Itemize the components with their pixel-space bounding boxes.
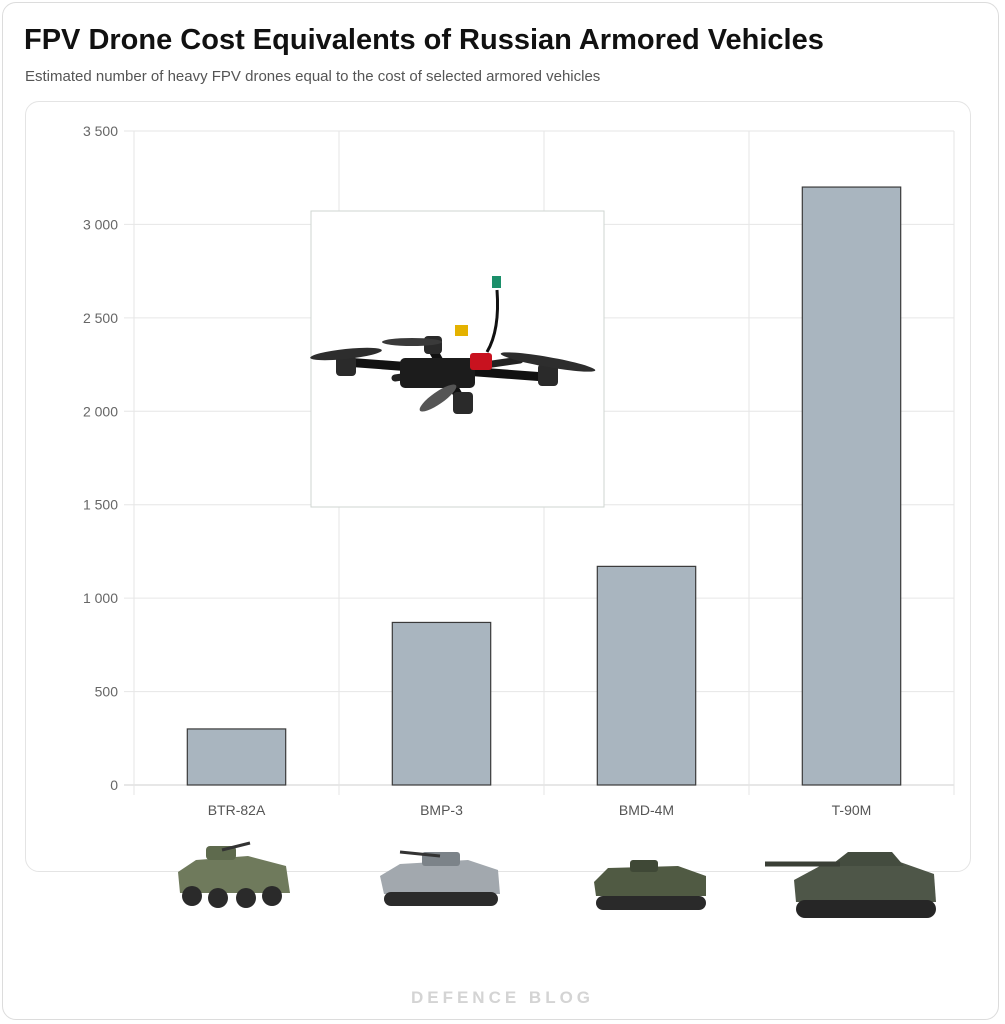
y-tick-label: 0 — [110, 777, 118, 793]
bars — [186, 186, 902, 786]
x-tick-label: BTR-82A — [208, 802, 266, 818]
bmp-3-photo — [380, 850, 500, 906]
bar-bmd-4m — [596, 565, 697, 786]
y-tick-label: 2 500 — [83, 310, 118, 326]
x-axis: BTR-82A BMP-3 BMD-4M T-90M — [208, 802, 872, 818]
t-90m-photo — [765, 852, 936, 918]
fpv-drone-photo — [310, 210, 605, 508]
x-tick-label: BMP-3 — [420, 802, 463, 818]
y-tick-label: 3 000 — [83, 216, 118, 232]
bar-t-90m — [801, 186, 902, 786]
y-tick-label: 500 — [95, 684, 119, 700]
y-tick-label: 1 000 — [83, 590, 118, 606]
y-tick-label: 1 500 — [83, 497, 118, 513]
x-tick-label: T-90M — [832, 802, 872, 818]
y-tick-label: 3 500 — [83, 123, 118, 139]
x-tick-label: BMD-4M — [619, 802, 674, 818]
y-tick-label: 2 000 — [83, 403, 118, 419]
watermark: DEFENCE BLOG — [410, 988, 595, 1007]
chart-title: FPV Drone Cost Equivalents of Russian Ar… — [24, 24, 824, 56]
bar-btr-82a — [186, 728, 287, 786]
btr-82a-photo — [178, 841, 290, 908]
chart-subtitle: Estimated number of heavy FPV drones equ… — [25, 68, 601, 85]
bar-bmp-3 — [391, 621, 492, 786]
bmd-4m-photo — [594, 860, 706, 910]
y-axis: 0 500 1 000 1 500 2 000 2 500 3 000 3 500 — [83, 123, 118, 793]
